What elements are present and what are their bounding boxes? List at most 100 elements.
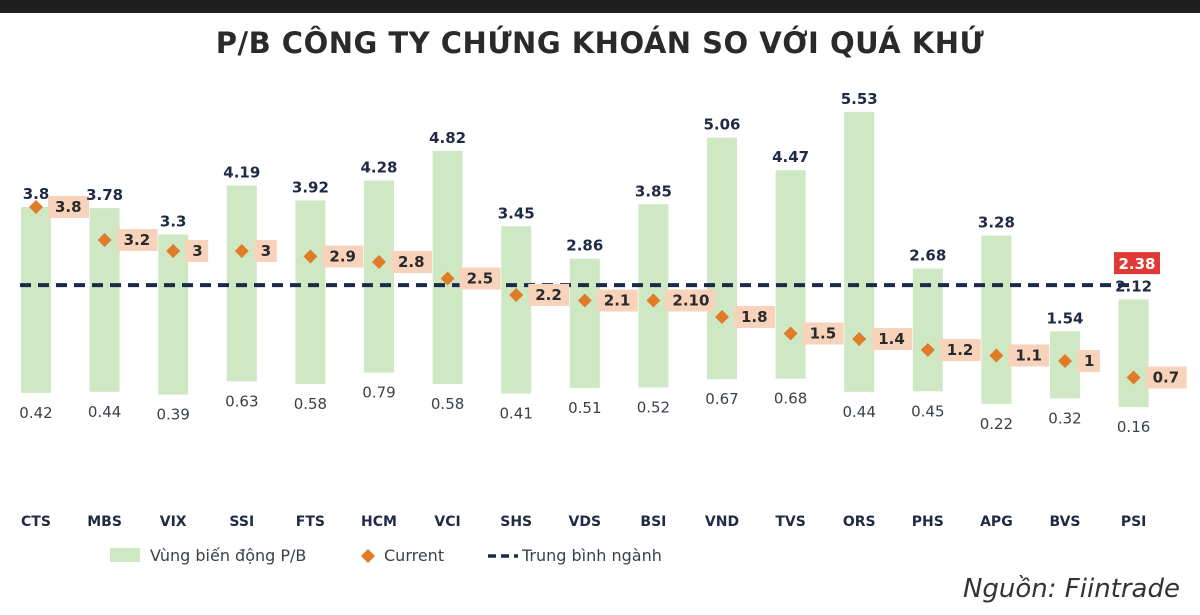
current-label-bg-ssi xyxy=(253,240,277,262)
current-marker-vds xyxy=(577,293,592,308)
current-marker-bvs xyxy=(1058,354,1072,368)
current-label-bg-ors xyxy=(871,328,913,350)
current-label-ssi: 3 xyxy=(261,242,271,260)
current-label-cts: 3.8 xyxy=(55,198,82,216)
range-bar-psi xyxy=(1118,299,1149,408)
min-label-apg: 0.22 xyxy=(980,415,1013,433)
current-marker-fts xyxy=(303,249,318,264)
max-label-vci: 4.82 xyxy=(429,129,466,147)
range-bar-vds xyxy=(569,258,600,388)
range-bar-vci xyxy=(432,150,463,385)
category-label-ssi: SSI xyxy=(229,514,254,530)
current-label-bg-bsi xyxy=(665,289,716,312)
category-label-apg: APG xyxy=(980,514,1013,530)
current-label-tvs: 1.5 xyxy=(810,325,837,343)
range-bar-vnd xyxy=(707,137,737,380)
min-label-vds: 0.51 xyxy=(568,399,601,417)
current-label-bg-cts xyxy=(48,196,89,218)
min-label-bvs: 0.32 xyxy=(1048,409,1081,427)
min-label-mbs: 0.44 xyxy=(88,403,121,421)
current-marker-vnd xyxy=(715,310,729,324)
range-bar-vix xyxy=(158,234,189,395)
current-label-ors: 1.4 xyxy=(878,330,905,348)
category-label-phs: PHS xyxy=(912,514,944,530)
range-bar-fts xyxy=(295,200,326,385)
current-label-phs: 1.2 xyxy=(947,341,974,359)
min-label-vix: 0.39 xyxy=(156,406,189,424)
current-marker-bsi xyxy=(646,293,661,308)
category-label-mbs: MBS xyxy=(87,514,122,530)
current-label-bg-bvs xyxy=(1077,350,1100,372)
min-label-shs: 0.41 xyxy=(499,404,532,422)
max-label-shs: 3.45 xyxy=(498,204,535,222)
max-label-bsi: 3.85 xyxy=(635,182,672,200)
current-marker-tvs xyxy=(783,326,798,341)
range-bar-hcm xyxy=(364,180,394,373)
min-label-psi: 0.16 xyxy=(1117,418,1150,436)
max-label-vnd: 5.06 xyxy=(703,116,740,134)
current-label-bg-psi xyxy=(1145,366,1187,389)
current-label-vci: 2.5 xyxy=(467,270,494,288)
current-marker-ssi xyxy=(234,244,249,258)
current-marker-vix xyxy=(166,244,181,258)
range-bar-apg xyxy=(981,235,1012,404)
current-label-bg-vds xyxy=(596,289,638,312)
current-label-psi: 0.7 xyxy=(1153,369,1180,387)
category-label-hcm: HCM xyxy=(361,514,397,530)
max-label-bvs: 1.54 xyxy=(1046,309,1083,327)
current-label-bg-apg xyxy=(1008,344,1050,367)
current-label-fts: 2.9 xyxy=(329,248,356,266)
min-label-phs: 0.45 xyxy=(911,402,944,420)
current-label-bg-vci xyxy=(459,267,501,290)
legend-label-current: Current xyxy=(384,546,444,565)
current-label-apg: 1.1 xyxy=(1015,347,1042,365)
min-label-tvs: 0.68 xyxy=(774,390,807,408)
category-label-vci: VCI xyxy=(434,514,460,530)
current-marker-cts xyxy=(29,200,43,214)
current-marker-ors xyxy=(852,332,867,346)
range-bar-tvs xyxy=(775,170,806,379)
current-label-bg-phs xyxy=(939,339,981,361)
current-marker-phs xyxy=(920,343,935,357)
current-label-vnd: 1.8 xyxy=(741,308,768,326)
min-label-cts: 0.42 xyxy=(19,404,52,422)
current-label-bg-vix xyxy=(185,240,209,262)
category-label-bsi: BSI xyxy=(640,514,666,530)
current-label-vds: 2.1 xyxy=(604,292,631,310)
category-label-fts: FTS xyxy=(296,514,325,530)
min-label-bsi: 0.52 xyxy=(637,398,670,416)
min-label-vci: 0.58 xyxy=(431,395,464,413)
category-label-cts: CTS xyxy=(21,514,51,530)
min-label-vnd: 0.67 xyxy=(705,390,738,408)
current-label-bg-tvs xyxy=(802,322,844,345)
min-label-fts: 0.58 xyxy=(294,395,327,413)
min-label-ssi: 0.63 xyxy=(225,392,258,410)
max-label-cts: 3.8 xyxy=(23,185,50,203)
max-label-phs: 2.68 xyxy=(909,247,946,265)
legend-swatch-current xyxy=(361,549,375,563)
range-bar-phs xyxy=(912,268,943,392)
chart-title: P/B CÔNG TY CHỨNG KHOÁN SO VỚI QUÁ KHỨ xyxy=(215,26,985,60)
current-marker-apg xyxy=(989,348,1004,363)
max-label-psi: 2.12 xyxy=(1115,277,1152,295)
legend-label-range: Vùng biến động P/B xyxy=(150,546,306,565)
current-marker-vci xyxy=(440,271,455,286)
range-bar-shs xyxy=(501,226,532,394)
category-label-ors: ORS xyxy=(843,514,876,530)
max-label-vds: 2.86 xyxy=(566,237,603,255)
top-bar xyxy=(0,0,1200,13)
max-label-hcm: 4.28 xyxy=(360,159,397,177)
current-label-vix: 3 xyxy=(192,242,202,260)
category-label-psi: PSI xyxy=(1121,514,1147,530)
current-label-shs: 2.2 xyxy=(535,286,562,304)
min-label-hcm: 0.79 xyxy=(362,384,395,402)
source-note: Nguồn: Fiintrade xyxy=(962,574,1180,604)
max-label-tvs: 4.47 xyxy=(772,148,809,166)
legend-swatch-range xyxy=(110,548,140,562)
current-label-bg-hcm xyxy=(391,251,432,273)
current-marker-hcm xyxy=(372,255,386,269)
current-label-bg-vnd xyxy=(734,306,775,328)
max-label-apg: 3.28 xyxy=(978,214,1015,232)
max-label-vix: 3.3 xyxy=(160,213,187,231)
